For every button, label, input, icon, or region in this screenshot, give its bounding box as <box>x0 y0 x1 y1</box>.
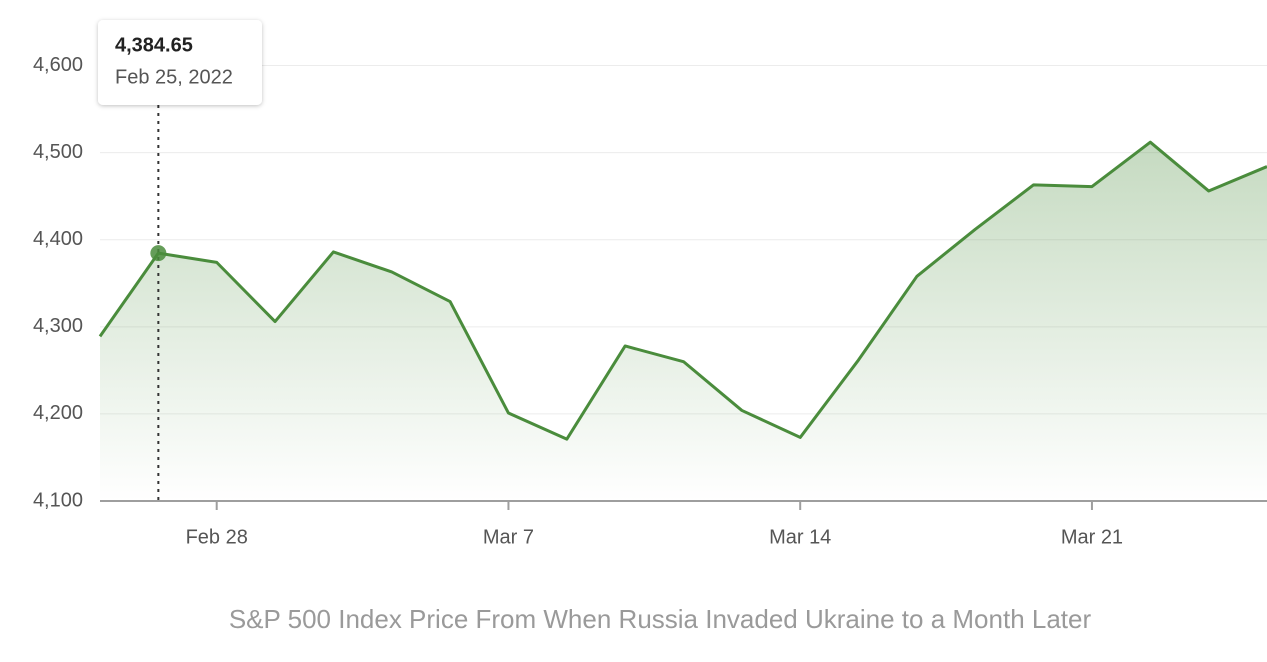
point <box>150 245 167 262</box>
y-tick-label: 4,100 <box>33 489 83 511</box>
x-tick-label: Feb 28 <box>186 526 248 548</box>
y-tick-label: 4,400 <box>33 228 83 250</box>
x-tick-label: Mar 21 <box>1061 526 1123 548</box>
tooltip-value: 4,384.65 <box>115 34 193 56</box>
y-tick-label: 4,600 <box>33 54 83 76</box>
tooltip-date: Feb 25, 2022 <box>115 66 233 88</box>
tooltip-box <box>98 20 262 105</box>
line <box>98 140 1267 441</box>
x-tick-label: Mar 7 <box>483 526 534 548</box>
chart-title: S&P 500 Index Price From When Russia Inv… <box>229 604 1092 634</box>
tooltip: 4,384.65 Feb 25, 2022 <box>98 20 262 105</box>
area <box>100 142 1267 501</box>
y-tick-label: 4,300 <box>33 315 83 337</box>
y-tick-label: 4,200 <box>33 402 83 424</box>
x-tick-label: Mar 14 <box>769 526 831 548</box>
y-tick-label: 4,500 <box>33 141 83 163</box>
